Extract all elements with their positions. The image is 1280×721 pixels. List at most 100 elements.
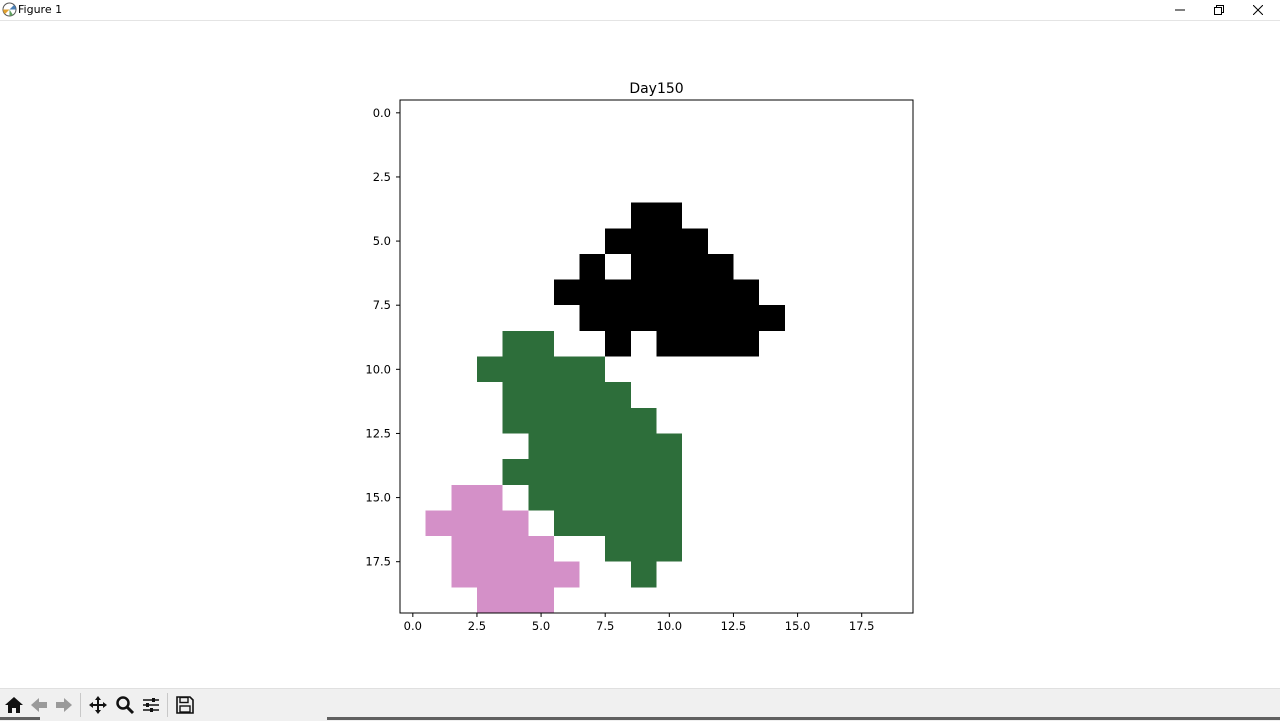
heatmap-cell (784, 561, 811, 588)
home-icon (5, 697, 23, 713)
heatmap-cell (579, 330, 606, 357)
heatmap-cell (682, 536, 709, 563)
heatmap-cell (476, 151, 503, 178)
heatmap-cell (425, 100, 452, 127)
heatmap-cell (861, 459, 888, 486)
x-tick-label: 2.5 (468, 619, 486, 633)
heatmap-cell (861, 561, 888, 588)
heatmap-cell (451, 330, 478, 357)
heatmap-cell (451, 228, 478, 255)
zoom-icon (116, 696, 135, 715)
y-tick-label: 0.0 (373, 106, 391, 120)
heatmap-cell (502, 100, 529, 127)
home-button[interactable] (2, 693, 26, 717)
configure-subplots-button[interactable] (139, 693, 163, 717)
heatmap-cell (553, 202, 580, 229)
heatmap-cell (836, 587, 863, 614)
heatmap-cell (630, 433, 657, 460)
heatmap-cell (579, 433, 606, 460)
heatmap-cell (605, 330, 632, 357)
heatmap-cell (887, 228, 914, 255)
heatmap-cell (887, 151, 914, 178)
heatmap-cell (553, 459, 580, 486)
back-button[interactable] (27, 693, 51, 717)
close-icon (1253, 5, 1263, 15)
heatmap-cell (656, 151, 683, 178)
heatmap-cell (656, 561, 683, 588)
heatmap-cell (810, 587, 837, 614)
heatmap-cell (887, 100, 914, 127)
zoom-button[interactable] (113, 693, 137, 717)
heatmap-cell (682, 330, 709, 357)
pan-button[interactable] (86, 693, 110, 717)
heatmap-cell (682, 305, 709, 332)
heatmap-cell (476, 536, 503, 563)
heatmap-cell (836, 459, 863, 486)
heatmap-cell (476, 305, 503, 332)
heatmap-cell (810, 484, 837, 511)
heatmap-cell (400, 433, 427, 460)
heatmap-cell (836, 176, 863, 203)
heatmap-cell (861, 382, 888, 409)
heatmap-cell (400, 228, 427, 255)
heatmap-cell (733, 382, 760, 409)
save-button[interactable] (173, 693, 197, 717)
heatmap-cell (425, 433, 452, 460)
heatmap-cell (400, 305, 427, 332)
heatmap-cell (476, 356, 503, 383)
heatmap-cell (810, 253, 837, 280)
heatmap-cell (451, 253, 478, 280)
minimize-button[interactable] (1160, 0, 1200, 20)
heatmap-cell (733, 433, 760, 460)
heatmap-cell (502, 125, 529, 152)
heatmap-cell (502, 330, 529, 357)
heatmap-cell (861, 407, 888, 434)
heatmap-cell (810, 459, 837, 486)
heatmap-cell (784, 587, 811, 614)
heatmap-cell (733, 356, 760, 383)
heatmap-cell (887, 484, 914, 511)
forward-button[interactable] (52, 693, 76, 717)
heatmap-cell (836, 382, 863, 409)
heatmap-cell (707, 484, 734, 511)
heatmap-cell (733, 330, 760, 357)
heatmap-cell (707, 100, 734, 127)
heatmap-cell (887, 382, 914, 409)
heatmap-cell (579, 305, 606, 332)
heatmap-cell (579, 484, 606, 511)
restore-button[interactable] (1199, 0, 1239, 20)
heatmap-cell (707, 330, 734, 357)
figure-canvas[interactable]: Day150 0.0 2.5 5.0 7.5 10.0 12.5 15.0 17.5 0.0 2.5… (0, 21, 1280, 687)
heatmap-cell (836, 536, 863, 563)
heatmap-cell (605, 202, 632, 229)
heatmap-cell (784, 382, 811, 409)
heatmap-cell (451, 433, 478, 460)
heatmap-cell (836, 330, 863, 357)
heatmap-cell (553, 228, 580, 255)
heatmap-cell (502, 176, 529, 203)
heatmap-cell (605, 228, 632, 255)
heatmap-cell (605, 510, 632, 537)
heatmap-cell (630, 330, 657, 357)
heatmap-cell (476, 382, 503, 409)
heatmap-cell (579, 510, 606, 537)
heatmap-cell (553, 279, 580, 306)
heatmap-cell (553, 561, 580, 588)
heatmap-cell (656, 484, 683, 511)
heatmap-cell (553, 407, 580, 434)
heatmap-cell (630, 356, 657, 383)
heatmap-cell (707, 510, 734, 537)
heatmap-cell (425, 279, 452, 306)
heatmap-cell (861, 330, 888, 357)
heatmap-cell (579, 536, 606, 563)
heatmap-cell (553, 305, 580, 332)
heatmap-cell (425, 536, 452, 563)
heatmap-cell (784, 433, 811, 460)
heatmap-cell (656, 305, 683, 332)
heatmap-cell (733, 536, 760, 563)
heatmap-cell (759, 459, 786, 486)
heatmap-cell (759, 356, 786, 383)
close-button[interactable] (1238, 0, 1278, 20)
heatmap-cell (682, 407, 709, 434)
heatmap-cell (425, 228, 452, 255)
